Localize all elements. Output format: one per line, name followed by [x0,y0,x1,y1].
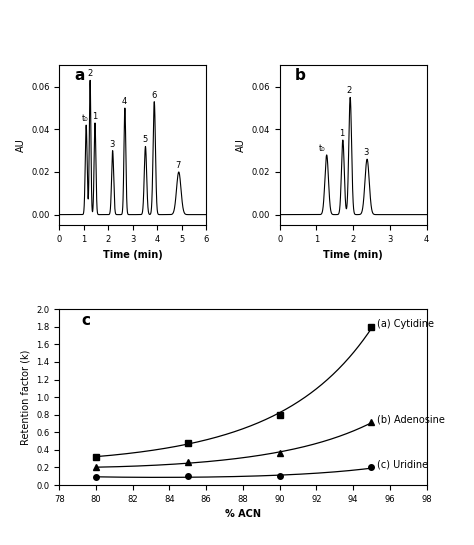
Text: 6: 6 [151,90,156,100]
Text: 2: 2 [347,86,352,95]
Text: 4: 4 [122,97,127,106]
Text: a: a [74,68,84,83]
Text: (b) Adenosine: (b) Adenosine [377,414,445,424]
Text: t₀: t₀ [319,144,326,153]
Text: t₀: t₀ [82,114,88,123]
Text: 2: 2 [88,69,93,78]
Text: (c) Uridine: (c) Uridine [377,460,428,470]
Text: 3: 3 [363,148,369,157]
Text: 1: 1 [92,112,97,121]
Text: 3: 3 [109,140,115,149]
Y-axis label: Retention factor (k): Retention factor (k) [21,349,31,445]
Text: c: c [82,313,90,328]
Y-axis label: AU: AU [236,138,246,152]
Text: 7: 7 [175,161,181,170]
Y-axis label: AU: AU [16,138,26,152]
X-axis label: Time (min): Time (min) [323,250,383,259]
X-axis label: % ACN: % ACN [225,510,261,519]
X-axis label: Time (min): Time (min) [103,250,163,259]
Text: 1: 1 [339,129,345,138]
Text: b: b [294,68,305,83]
Text: 5: 5 [142,135,147,144]
Text: (a) Cytidine: (a) Cytidine [377,319,434,329]
